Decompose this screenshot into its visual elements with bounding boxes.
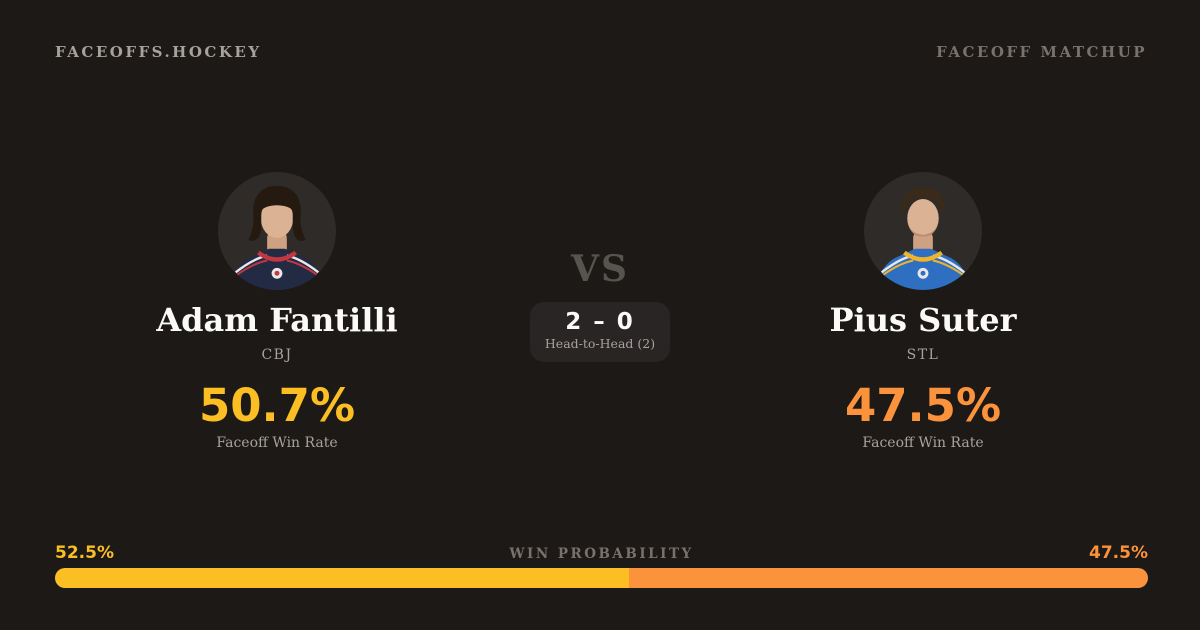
player-card-left: Adam Fantilli CBJ 50.7% Faceoff Win Rate	[77, 172, 477, 451]
player-name-left: Adam Fantilli	[156, 301, 398, 339]
player-team-right: STL	[906, 346, 940, 363]
win-probability-bar-right-segment	[628, 568, 1148, 588]
head-to-head-score: 2 – 0	[565, 309, 635, 335]
player-card-right: Pius Suter STL 47.5% Faceoff Win Rate	[723, 172, 1123, 451]
player-photo-adam-fantilli	[218, 172, 336, 290]
win-probability-right-pct: 47.5%	[1089, 543, 1148, 563]
win-probability-left-pct: 52.5%	[55, 543, 114, 563]
player-photo-pius-suter	[864, 172, 982, 290]
player-avatar-right-illustration	[864, 172, 982, 290]
win-probability-bar-left-segment	[55, 568, 629, 588]
win-rate-label-left: Faceoff Win Rate	[216, 434, 338, 451]
vs-label: VS	[571, 248, 629, 290]
win-probability-labels: 52.5% WIN PROBABILITY 47.5%	[55, 543, 1148, 563]
head-to-head-label: Head-to-Head (2)	[544, 336, 656, 352]
player-team-left: CBJ	[261, 346, 293, 363]
win-rate-right: 47.5%	[844, 378, 1002, 432]
win-rate-label-right: Faceoff Win Rate	[862, 434, 984, 451]
header: FACEOFFS.HOCKEY FACEOFF MATCHUP	[55, 43, 1147, 61]
win-rate-left: 50.7%	[198, 378, 356, 432]
head-to-head-box: 2 – 0 Head-to-Head (2)	[530, 302, 670, 362]
player-name-right: Pius Suter	[829, 301, 1017, 339]
player-avatar-left-illustration	[218, 172, 336, 290]
page-title: FACEOFF MATCHUP	[936, 43, 1147, 61]
brand-logo-text: FACEOFFS.HOCKEY	[55, 43, 262, 61]
win-probability-title: WIN PROBABILITY	[509, 546, 694, 562]
win-probability-bar	[55, 568, 1148, 588]
